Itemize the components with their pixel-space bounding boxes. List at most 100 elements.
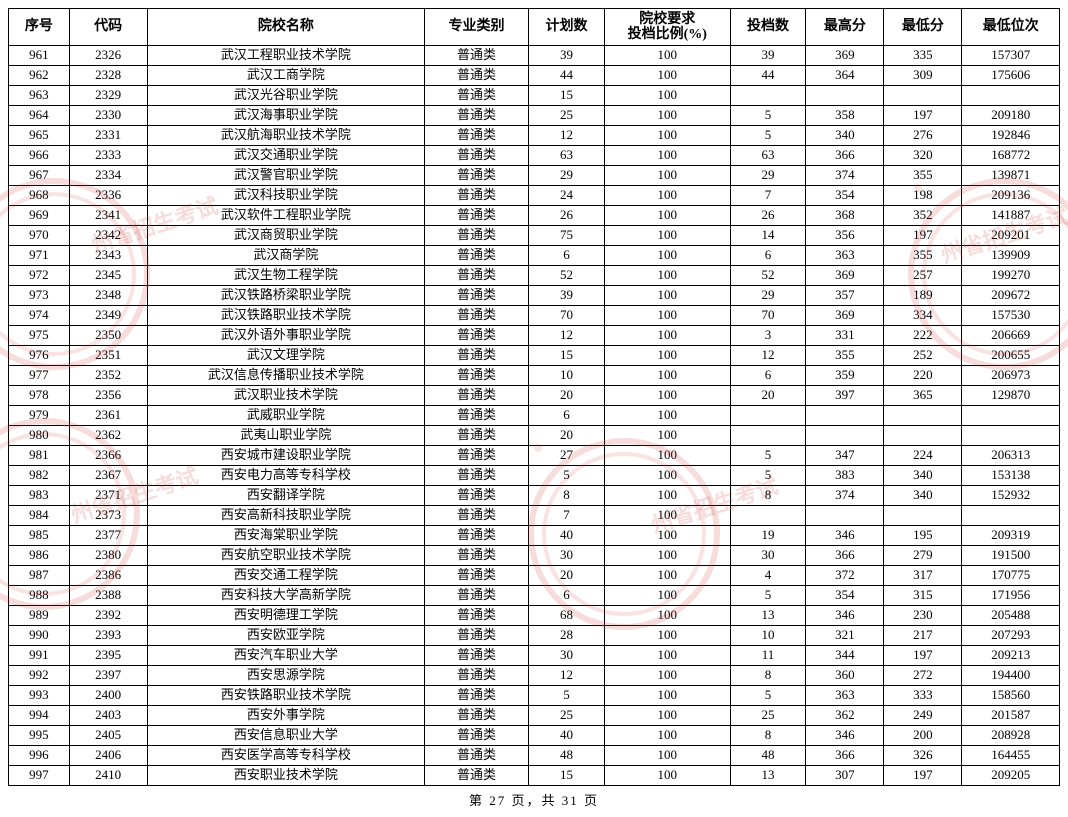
cell-rank: 141887 (962, 206, 1060, 226)
cell-code: 2395 (69, 646, 147, 666)
cell-name: 西安信息职业大学 (147, 726, 424, 746)
cell-rank: 168772 (962, 146, 1060, 166)
cell-min: 272 (884, 666, 962, 686)
cell-plan: 29 (529, 166, 605, 186)
cell-max: 372 (806, 566, 884, 586)
cell-min: 365 (884, 386, 962, 406)
cell-ratio: 100 (604, 206, 730, 226)
cell-name: 武汉警官职业学院 (147, 166, 424, 186)
cell-cast (730, 406, 806, 426)
cell-code: 2331 (69, 126, 147, 146)
cell-max: 368 (806, 206, 884, 226)
cell-code: 2326 (69, 46, 147, 66)
cell-cat: 普通类 (425, 66, 529, 86)
cell-ratio: 100 (604, 546, 730, 566)
cell-ratio: 100 (604, 466, 730, 486)
cell-cast: 11 (730, 646, 806, 666)
cell-cat: 普通类 (425, 166, 529, 186)
cell-rank: 209201 (962, 226, 1060, 246)
cell-code: 2410 (69, 766, 147, 786)
cell-code: 2348 (69, 286, 147, 306)
cell-ratio: 100 (604, 226, 730, 246)
cell-rank: 164455 (962, 746, 1060, 766)
cell-max: 383 (806, 466, 884, 486)
cell-cat: 普通类 (425, 626, 529, 646)
cell-rank: 205488 (962, 606, 1060, 626)
cell-name: 武威职业学院 (147, 406, 424, 426)
cell-plan: 5 (529, 686, 605, 706)
cell-plan: 40 (529, 526, 605, 546)
cell-cast: 6 (730, 246, 806, 266)
cell-cat: 普通类 (425, 506, 529, 526)
header-cast: 投档数 (730, 9, 806, 46)
cell-min (884, 506, 962, 526)
cell-code: 2341 (69, 206, 147, 226)
cell-cast: 5 (730, 586, 806, 606)
table-row: 9632329武汉光谷职业学院普通类15100 (9, 86, 1060, 106)
cell-cat: 普通类 (425, 606, 529, 626)
cell-cat: 普通类 (425, 526, 529, 546)
cell-name: 武汉交通职业学院 (147, 146, 424, 166)
admission-table: 序号 代码 院校名称 专业类别 计划数 院校要求 投档比例(%) 投档数 最高分… (8, 8, 1060, 786)
cell-max: 354 (806, 586, 884, 606)
cell-min: 222 (884, 326, 962, 346)
cell-plan: 25 (529, 106, 605, 126)
cell-min: 197 (884, 226, 962, 246)
cell-name: 西安铁路职业技术学院 (147, 686, 424, 706)
cell-cat: 普通类 (425, 86, 529, 106)
cell-code: 2329 (69, 86, 147, 106)
cell-ratio: 100 (604, 746, 730, 766)
cell-name: 西安思源学院 (147, 666, 424, 686)
cell-seq: 985 (9, 526, 70, 546)
cell-max: 344 (806, 646, 884, 666)
cell-rank: 152932 (962, 486, 1060, 506)
cell-seq: 981 (9, 446, 70, 466)
cell-rank: 209136 (962, 186, 1060, 206)
cell-code: 2349 (69, 306, 147, 326)
cell-cast: 29 (730, 286, 806, 306)
cell-cat: 普通类 (425, 146, 529, 166)
cell-min: 189 (884, 286, 962, 306)
cell-seq: 965 (9, 126, 70, 146)
cell-plan: 70 (529, 306, 605, 326)
cell-cast: 19 (730, 526, 806, 546)
cell-code: 2406 (69, 746, 147, 766)
cell-seq: 976 (9, 346, 70, 366)
cell-ratio: 100 (604, 386, 730, 406)
cell-plan: 15 (529, 346, 605, 366)
header-ratio: 院校要求 投档比例(%) (604, 9, 730, 46)
table-row: 9882388西安科技大学高新学院普通类61005354315171956 (9, 586, 1060, 606)
cell-max: 356 (806, 226, 884, 246)
cell-name: 武汉文理学院 (147, 346, 424, 366)
cell-plan: 10 (529, 366, 605, 386)
cell-cat: 普通类 (425, 766, 529, 786)
cell-rank: 192846 (962, 126, 1060, 146)
cell-ratio: 100 (604, 346, 730, 366)
cell-ratio: 100 (604, 626, 730, 646)
header-rank: 最低位次 (962, 9, 1060, 46)
table-row: 9812366西安城市建设职业学院普通类271005347224206313 (9, 446, 1060, 466)
cell-plan: 5 (529, 466, 605, 486)
cell-cast: 6 (730, 366, 806, 386)
table-row: 9732348武汉铁路桥梁职业学院普通类3910029357189209672 (9, 286, 1060, 306)
cell-ratio: 100 (604, 586, 730, 606)
cell-plan: 40 (529, 726, 605, 746)
cell-min: 249 (884, 706, 962, 726)
cell-max: 369 (806, 306, 884, 326)
cell-name: 西安翻译学院 (147, 486, 424, 506)
cell-cast: 7 (730, 186, 806, 206)
cell-name: 西安电力高等专科学校 (147, 466, 424, 486)
header-name: 院校名称 (147, 9, 424, 46)
cell-cat: 普通类 (425, 326, 529, 346)
cell-rank: 139871 (962, 166, 1060, 186)
cell-rank: 175606 (962, 66, 1060, 86)
cell-rank: 206669 (962, 326, 1060, 346)
cell-code: 2328 (69, 66, 147, 86)
cell-plan: 15 (529, 766, 605, 786)
cell-max: 358 (806, 106, 884, 126)
cell-seq: 983 (9, 486, 70, 506)
cell-name: 西安航空职业技术学院 (147, 546, 424, 566)
cell-plan: 20 (529, 426, 605, 446)
cell-ratio: 100 (604, 666, 730, 686)
cell-max: 360 (806, 666, 884, 686)
